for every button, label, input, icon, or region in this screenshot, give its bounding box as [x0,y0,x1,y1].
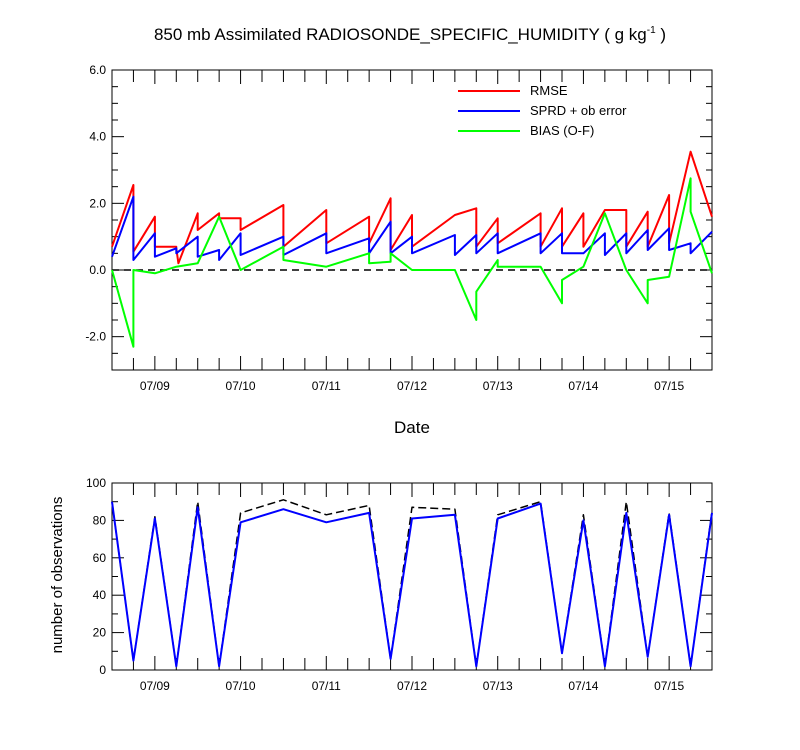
top-x-tick-label: 07/13 [483,379,513,393]
top-x-tick-label: 07/15 [654,379,684,393]
top-y-tick-label: 4.0 [89,130,106,144]
y-axis-title-observations: number of observations [49,497,66,654]
bottom-x-tick-label: 07/12 [397,679,427,693]
bottom-x-tick-label: 07/14 [568,679,598,693]
x-axis-title: Date [394,418,430,437]
top-x-tick-label: 07/14 [568,379,598,393]
top-y-tick-label: 0.0 [89,263,106,277]
series-line-bias-o-f [111,177,713,348]
bottom-panel: 0 20 40 60 80 100 07/09 07/10 07/11 07/12 07/13 07/… [86,476,713,693]
bottom-x-tick-label: 07/09 [140,679,170,693]
bottom-x-tick-label: 07/15 [654,679,684,693]
legend-label-rmse: RMSE [530,83,568,98]
top-x-tick-label: 07/10 [226,379,256,393]
bottom-y-tick-label: 20 [93,626,107,640]
series-line-rmse [111,150,713,265]
top-y-tick-label: 6.0 [89,63,106,77]
bottom-y-tick-label: 80 [93,513,107,527]
top-y-tick-label: -2.0 [85,330,106,344]
top-x-tick-label: 07/09 [140,379,170,393]
chart-title: 850 mb Assimilated RADIOSONDE_SPECIFIC_H… [154,25,666,44]
bottom-y-tick-label: 60 [93,551,107,565]
legend-label-sprd: SPRD + ob error [530,103,627,118]
bottom-x-tick-label: 07/13 [483,679,513,693]
bottom-y-tick-label: 100 [86,476,106,490]
legend-label-bias: BIAS (O-F) [530,123,594,138]
top-panel: -2.0 0.0 2.0 4.0 6.0 07/09 07/10 07/11 07/12 07/1… [85,63,713,393]
bottom-x-tick-label: 07/11 [312,679,341,693]
series-line-sprd-ob-error [111,195,713,261]
top-y-tick-label: 2.0 [89,196,106,210]
bottom-y-tick-label: 40 [93,588,107,602]
top-x-tick-label: 07/11 [312,379,341,393]
bottom-y-tick-label: 0 [99,663,106,677]
bottom-x-tick-label: 07/10 [226,679,256,693]
legend: RMSE SPRD + ob error BIAS (O-F) [458,83,627,138]
series-line-assimilated [111,501,713,668]
top-x-tick-label: 07/12 [397,379,427,393]
